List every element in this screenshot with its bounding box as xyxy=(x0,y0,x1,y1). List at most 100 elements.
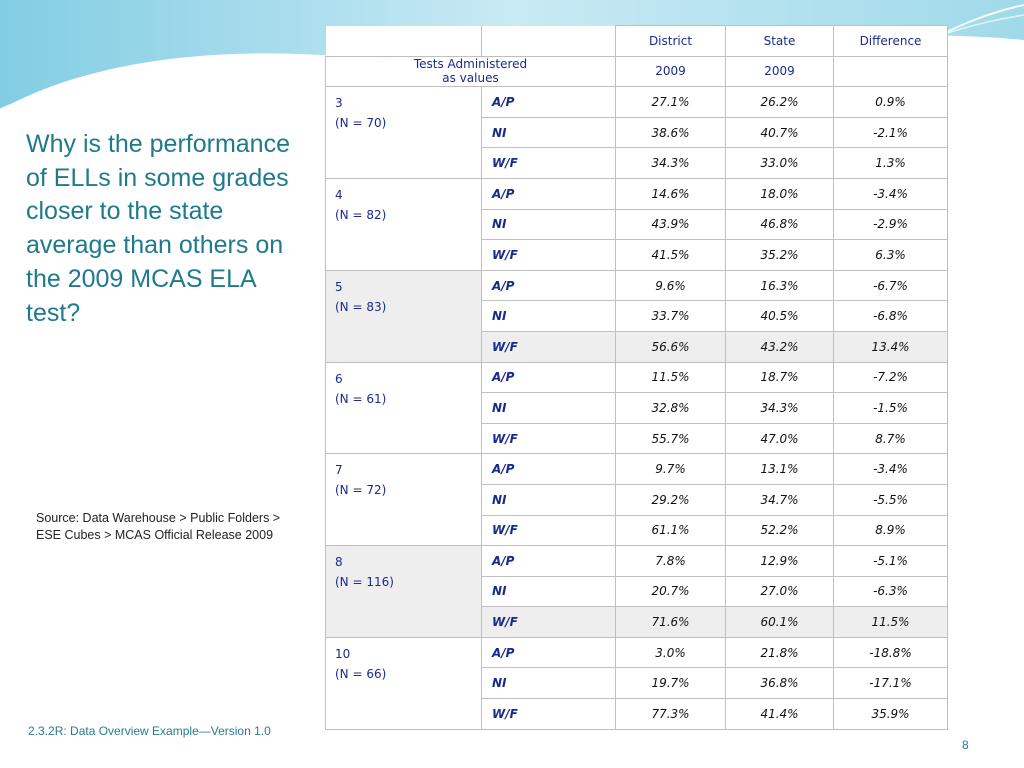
grade-cell: 3 (N = 70) xyxy=(325,86,482,179)
district-value: 61.1% xyxy=(615,514,726,547)
grade-count: (N = 82) xyxy=(335,207,387,222)
table-row: NI 43.9% 46.8% -2.9% xyxy=(326,208,948,241)
grade-label: 8 xyxy=(335,555,343,570)
district-value: 41.5% xyxy=(615,239,726,271)
table-row: W/F 55.7% 47.0% 8.7% xyxy=(326,422,948,455)
grade-label: 6 xyxy=(335,371,343,386)
state-value: 47.0% xyxy=(725,422,834,455)
table-header-row: District State Difference xyxy=(325,25,948,57)
state-value: 21.8% xyxy=(725,636,834,669)
state-value: 52.2% xyxy=(725,514,834,547)
table-row: 10 (N = 66) A/P 3.0% 21.8% -18.8% xyxy=(325,636,948,730)
grade-count: (N = 70) xyxy=(335,116,387,131)
district-value: 9.6% xyxy=(615,269,726,302)
grade-cell: 7 (N = 72) xyxy=(325,453,482,547)
difference-value: 6.3% xyxy=(833,239,948,271)
state-value: 60.1% xyxy=(725,606,834,638)
performance-category: W/F xyxy=(481,422,616,455)
difference-value: -17.1% xyxy=(833,667,948,700)
district-value: 29.2% xyxy=(615,483,726,516)
state-value: 46.8% xyxy=(725,208,834,241)
grade-cell: 5 (N = 83) xyxy=(325,269,482,363)
state-value: 33.0% xyxy=(725,147,834,179)
state-value: 18.0% xyxy=(725,177,834,210)
state-value: 36.8% xyxy=(725,667,834,700)
table-row: 4 (N = 82) A/P 14.6% 18.0% -3.4% xyxy=(325,177,948,271)
table-row: NI 20.7% 27.0% -6.3% xyxy=(326,575,948,608)
district-value: 9.7% xyxy=(615,453,726,485)
difference-value: -18.8% xyxy=(833,636,948,669)
performance-category: A/P xyxy=(481,545,616,577)
grade-label: 4 xyxy=(335,187,343,202)
table-body: 3 (N = 70) A/P 27.1% 26.2% 0.9% NI 38.6% 40.7% -2… xyxy=(325,86,948,730)
state-value: 27.0% xyxy=(725,575,834,608)
district-value: 33.7% xyxy=(615,300,726,332)
state-value: 18.7% xyxy=(725,361,834,394)
difference-value: -2.9% xyxy=(833,208,948,241)
grade-count: (N = 116) xyxy=(335,575,394,590)
table-row: 8 (N = 116) A/P 7.8% 12.9% -5.1% xyxy=(325,545,948,638)
performance-category: NI xyxy=(481,300,616,332)
difference-value: 0.9% xyxy=(833,86,948,118)
table-row: W/F 34.3% 33.0% 1.3% xyxy=(326,147,948,179)
difference-value: -3.4% xyxy=(833,453,948,485)
grade-cell: 6 (N = 61) xyxy=(325,361,482,455)
performance-category: A/P xyxy=(481,86,616,118)
table-subheader-row: Tests Administered as values 2009 2009 xyxy=(325,55,948,88)
state-value: 13.1% xyxy=(725,453,834,485)
header-difference: Difference xyxy=(833,25,948,57)
state-value: 41.4% xyxy=(725,698,834,730)
state-value: 35.2% xyxy=(725,239,834,271)
difference-value: -5.5% xyxy=(833,483,948,516)
table-row: 5 (N = 83) A/P 9.6% 16.3% -6.7% xyxy=(325,269,948,363)
table-row: W/F 71.6% 60.1% 11.5% xyxy=(326,606,948,638)
difference-value: -2.1% xyxy=(833,116,948,149)
table-row: 3 (N = 70) A/P 27.1% 26.2% 0.9% xyxy=(325,86,948,179)
performance-category: W/F xyxy=(481,147,616,179)
performance-category: W/F xyxy=(481,698,616,730)
state-value: 34.7% xyxy=(725,483,834,516)
state-year: 2009 xyxy=(725,55,834,88)
performance-category: NI xyxy=(481,208,616,241)
performance-category: NI xyxy=(481,483,616,516)
difference-value: 8.7% xyxy=(833,422,948,455)
state-value: 16.3% xyxy=(725,269,834,302)
grade-cell: 8 (N = 116) xyxy=(325,545,482,638)
grade-label: 5 xyxy=(335,279,343,294)
district-value: 11.5% xyxy=(615,361,726,394)
difference-value: -3.4% xyxy=(833,177,948,210)
difference-year-empty xyxy=(833,55,948,88)
header-empty-cell xyxy=(325,25,482,57)
grade-label: 3 xyxy=(335,96,343,111)
district-value: 3.0% xyxy=(615,636,726,669)
difference-value: -6.3% xyxy=(833,575,948,608)
district-value: 38.6% xyxy=(615,116,726,149)
table-row: NI 29.2% 34.7% -5.5% xyxy=(326,483,948,516)
difference-value: -7.2% xyxy=(833,361,948,394)
district-value: 34.3% xyxy=(615,147,726,179)
performance-category: W/F xyxy=(481,330,616,363)
performance-category: A/P xyxy=(481,177,616,210)
performance-category: W/F xyxy=(481,239,616,271)
difference-value: -1.5% xyxy=(833,392,948,424)
header-district: District xyxy=(615,25,726,57)
difference-value: -6.8% xyxy=(833,300,948,332)
district-value: 14.6% xyxy=(615,177,726,210)
difference-value: -6.7% xyxy=(833,269,948,302)
district-value: 20.7% xyxy=(615,575,726,608)
performance-category: NI xyxy=(481,575,616,608)
grade-count: (N = 61) xyxy=(335,391,387,406)
district-value: 77.3% xyxy=(615,698,726,730)
difference-value: 13.4% xyxy=(833,330,948,363)
mcas-comparison-table: District State Difference Tests Administ… xyxy=(325,25,948,730)
difference-value: 8.9% xyxy=(833,514,948,547)
grade-cell: 10 (N = 66) xyxy=(325,636,482,730)
header-state: State xyxy=(725,25,834,57)
slide-footer: 2.3.2R: Data Overview Example—Version 1.… xyxy=(28,724,271,738)
performance-category: NI xyxy=(481,116,616,149)
difference-value: -5.1% xyxy=(833,545,948,577)
tests-administered-line2: as values xyxy=(442,71,499,86)
performance-category: A/P xyxy=(481,453,616,485)
tests-administered-label: Tests Administered as values xyxy=(325,55,616,88)
table-row: NI 33.7% 40.5% -6.8% xyxy=(326,300,948,332)
